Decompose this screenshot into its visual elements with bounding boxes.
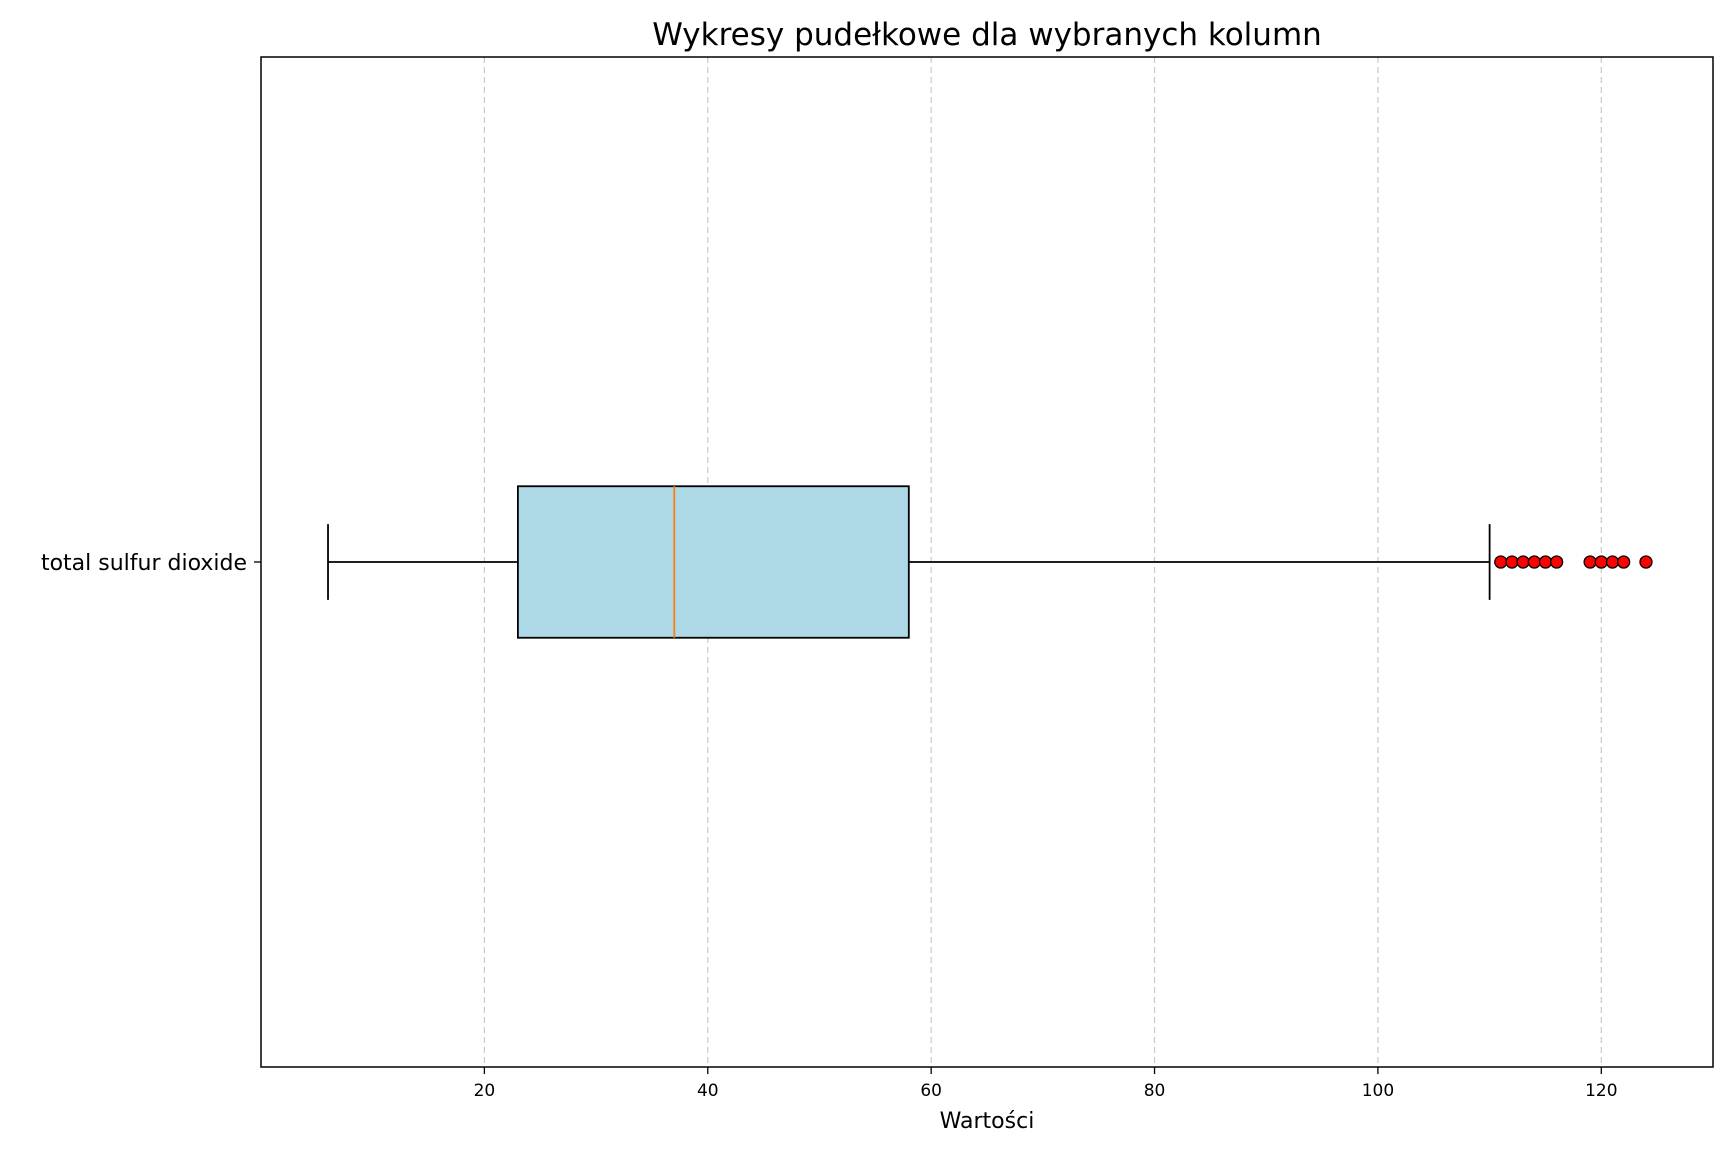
outlier-point	[1605, 555, 1620, 569]
outlier-point	[1583, 555, 1597, 569]
outlier-point	[1549, 555, 1564, 569]
iqr-box	[516, 485, 910, 639]
x-tick-label: 100	[1362, 1081, 1394, 1101]
outlier-point	[1494, 555, 1508, 569]
outlier-point	[1538, 555, 1553, 569]
y-axis-categories: total sulfur dioxide	[41, 551, 261, 576]
x-tick-label: 120	[1585, 1081, 1617, 1101]
outlier-point	[1527, 555, 1541, 569]
x-tick-label: 60	[920, 1081, 942, 1101]
x-axis-label: Wartości	[940, 1109, 1035, 1134]
outlier-point	[1505, 555, 1519, 569]
outlier-point	[1616, 555, 1631, 569]
x-tick-label: 80	[1144, 1081, 1166, 1101]
chart-title: Wykresy pudełkowe dla wybranych kolumn	[652, 17, 1322, 53]
outlier-point	[1594, 555, 1608, 569]
x-axis-ticks: 20 40 60 80 100 120	[474, 1067, 1618, 1101]
outlier-point	[1639, 555, 1653, 569]
outlier-point	[1516, 555, 1530, 569]
y-category-label: total sulfur dioxide	[41, 551, 247, 576]
x-tick-label: 20	[474, 1081, 496, 1101]
x-tick-label: 40	[697, 1081, 719, 1101]
box-layer	[327, 485, 1653, 639]
